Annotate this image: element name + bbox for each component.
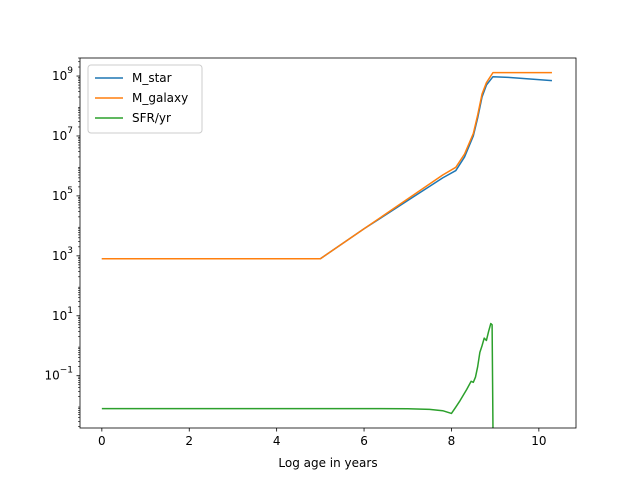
axes-frame [79,57,577,429]
y-axis: 10−1 101 103 105 107 109 [44,57,80,427]
y-tick-label: 105 [52,186,73,203]
legend: M_star M_galaxy SFR/yr [87,64,203,134]
x-tick-label: 6 [360,434,368,448]
y-tick-label: 103 [52,246,73,263]
series-line-1 [101,71,552,260]
y-tick-label: 10−1 [44,366,73,383]
x-axis-label: Log age in years [278,456,377,470]
x-axis: 0 2 4 6 8 10 [98,428,546,448]
y-tick-label: 109 [52,66,73,83]
plot-area [101,71,553,428]
x-tick-label: 0 [98,434,106,448]
x-tick-label: 2 [185,434,193,448]
x-tick-label: 4 [273,434,281,448]
legend-box [87,64,203,134]
legend-entry-label: M_galaxy [132,91,188,105]
y-tick-label: 101 [52,306,73,323]
x-tick-label: 10 [531,434,546,448]
series-line-2 [101,322,494,428]
legend-entry-label: SFR/yr [132,111,171,125]
y-tick-label: 107 [52,126,73,143]
legend-entry-label: M_star [132,71,172,85]
x-tick-label: 8 [448,434,456,448]
